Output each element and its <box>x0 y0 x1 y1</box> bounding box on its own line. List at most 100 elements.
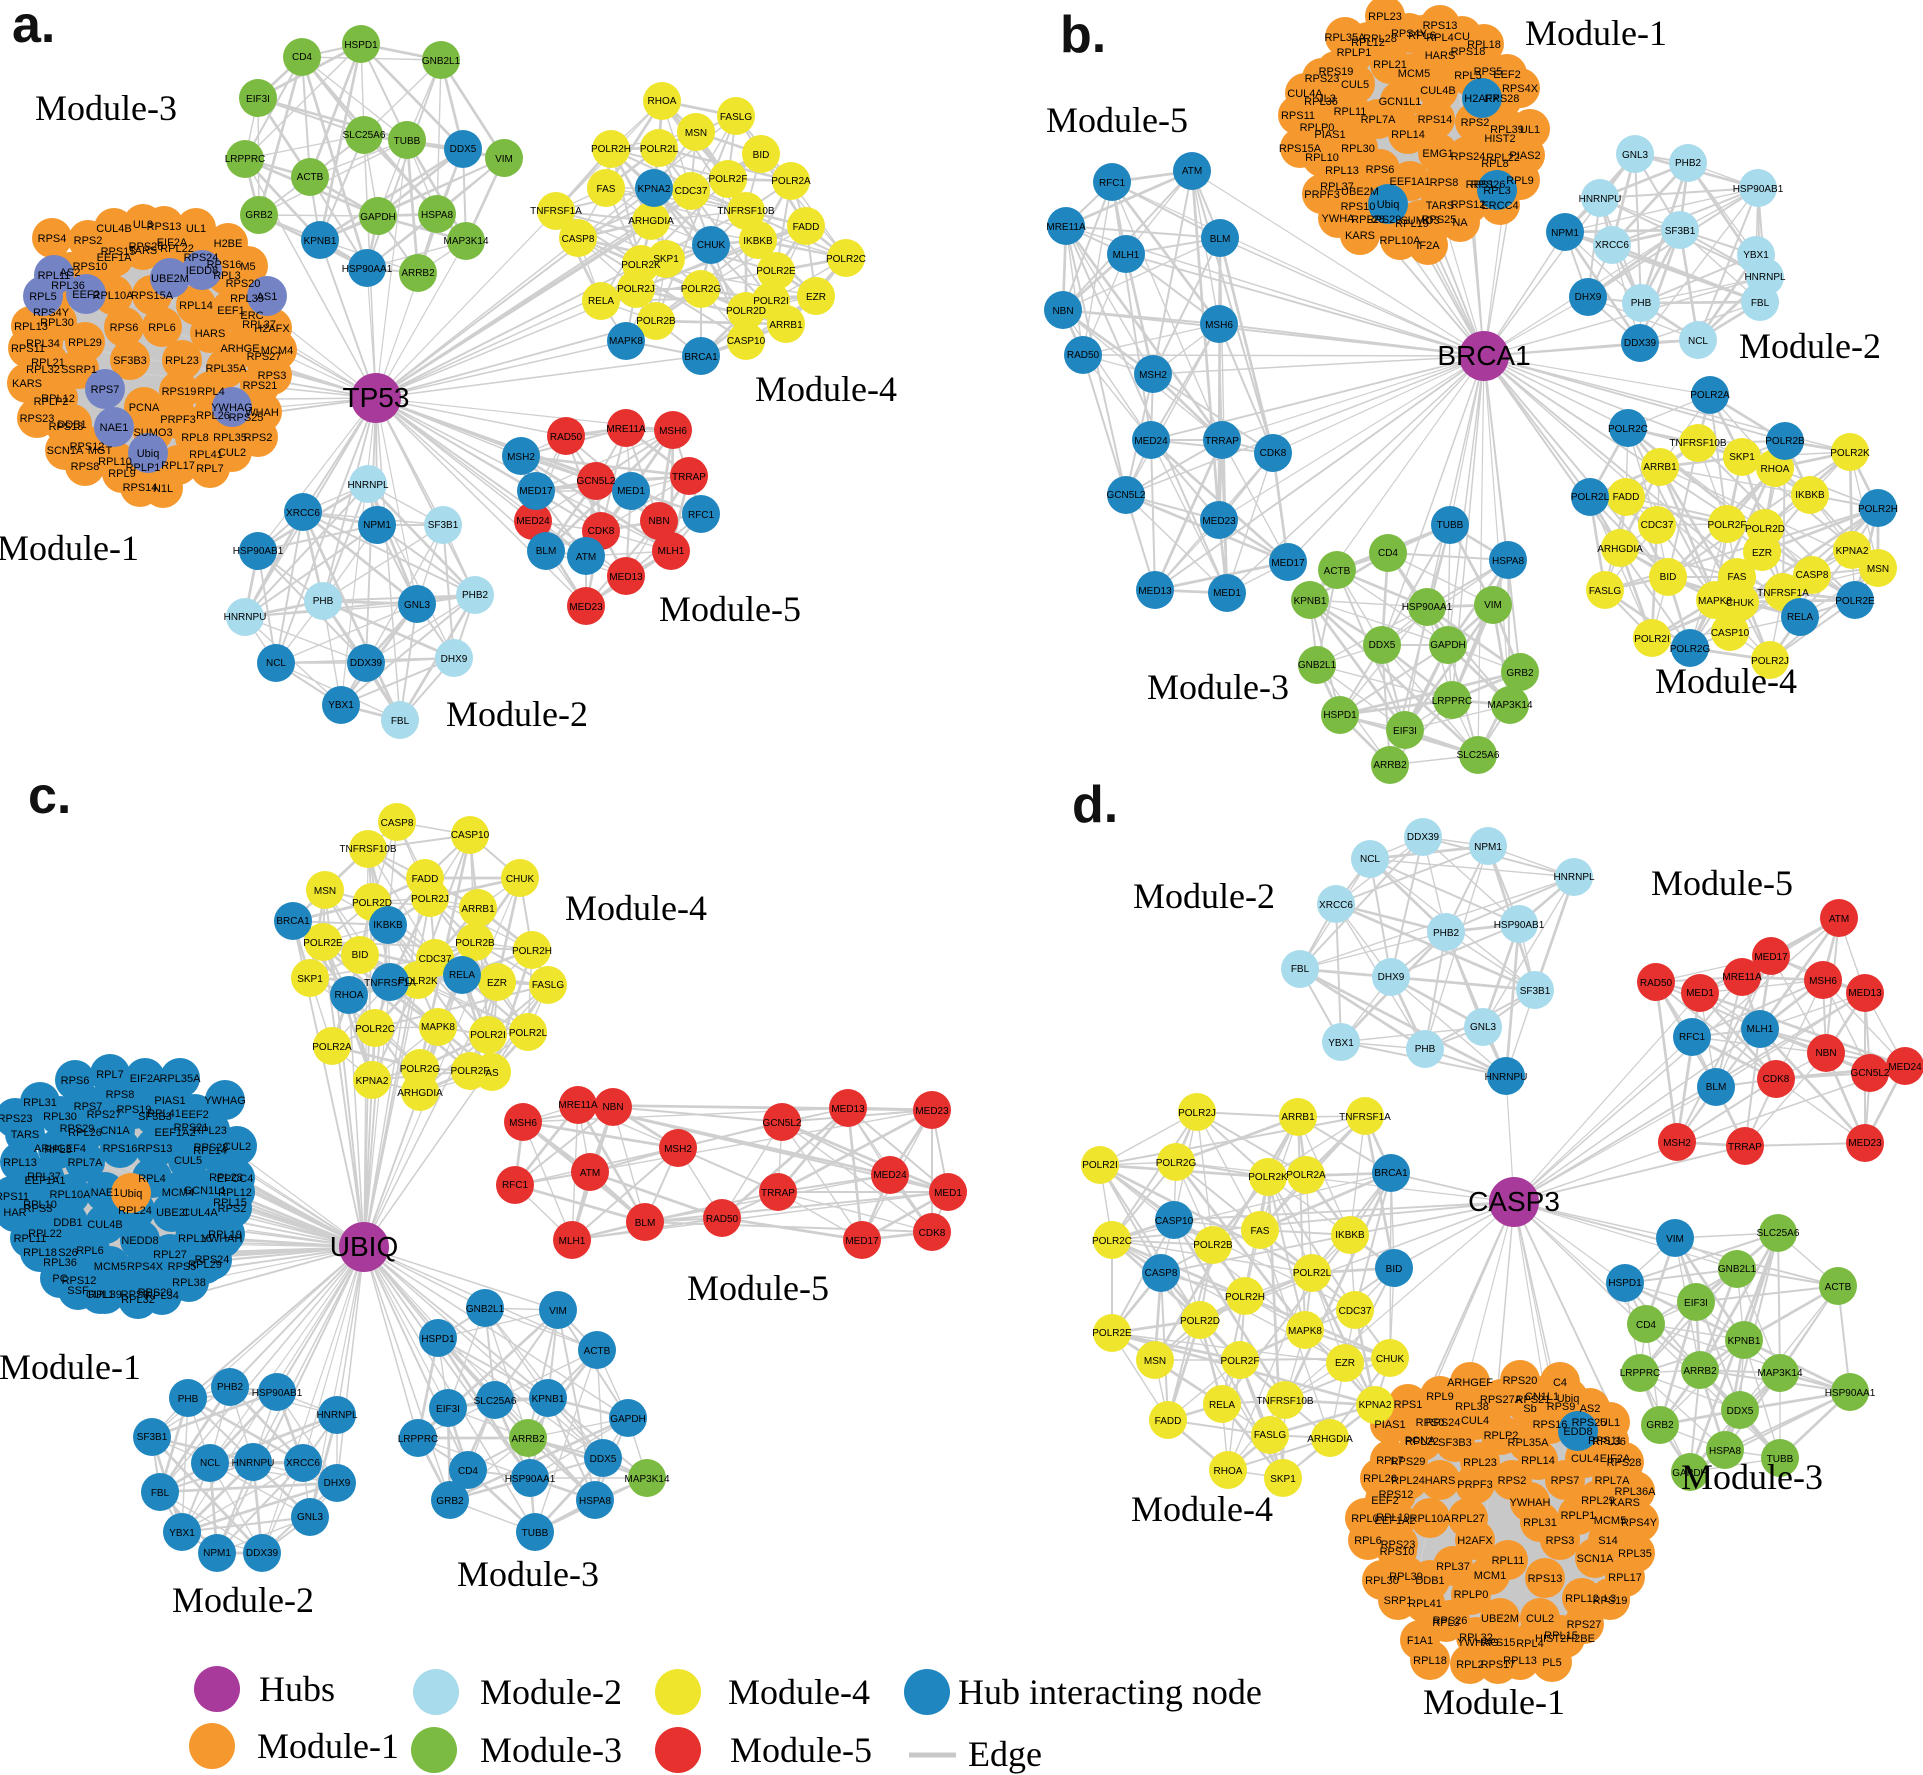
svg-text:RPL5: RPL5 <box>29 291 57 303</box>
svg-text:RPS24: RPS24 <box>184 252 219 264</box>
svg-text:GNB2L1: GNB2L1 <box>466 1304 505 1315</box>
svg-text:RPS19: RPS19 <box>1593 1595 1628 1607</box>
svg-text:TUBB: TUBB <box>1437 520 1464 531</box>
svg-text:CU: CU <box>1454 31 1470 43</box>
svg-text:CUL2: CUL2 <box>223 1141 251 1153</box>
svg-text:MSH2: MSH2 <box>664 1144 692 1155</box>
svg-text:POLR2F: POLR2F <box>1708 520 1747 531</box>
svg-text:CDK8: CDK8 <box>1763 1074 1790 1085</box>
svg-text:CASP10: CASP10 <box>727 336 766 347</box>
svg-text:Module-2: Module-2 <box>446 694 588 734</box>
svg-text:HSP90AA1: HSP90AA1 <box>1825 1388 1876 1399</box>
svg-text:DDX39: DDX39 <box>1624 338 1657 349</box>
svg-text:RPL15: RPL15 <box>213 1197 247 1209</box>
svg-text:FADD: FADD <box>1155 1416 1182 1427</box>
svg-text:DDX39: DDX39 <box>1407 832 1440 843</box>
svg-text:HNRNPL: HNRNPL <box>316 1410 358 1421</box>
svg-text:ARRB2: ARRB2 <box>511 1434 545 1445</box>
svg-text:IKBKB: IKBKB <box>743 236 773 247</box>
svg-text:RPS25: RPS25 <box>229 412 264 424</box>
svg-text:HSP90AB1: HSP90AB1 <box>233 546 284 557</box>
svg-text:RPL26: RPL26 <box>196 410 230 422</box>
svg-text:RPS3: RPS3 <box>1546 1535 1575 1547</box>
svg-text:RPS4X: RPS4X <box>127 1261 164 1273</box>
svg-text:RPS28: RPS28 <box>1485 93 1520 105</box>
svg-text:SF3B1: SF3B1 <box>1520 986 1551 997</box>
svg-text:CHUK: CHUK <box>697 240 726 251</box>
svg-text:ERC: ERC <box>240 310 263 322</box>
svg-text:RPL28: RPL28 <box>1351 214 1385 226</box>
svg-text:RPS29: RPS29 <box>1391 1456 1426 1468</box>
svg-text:MSH6: MSH6 <box>509 1118 537 1129</box>
svg-text:SCN1A: SCN1A <box>1577 1553 1614 1565</box>
svg-text:RPL6: RPL6 <box>1408 30 1436 42</box>
svg-text:POLR2F: POLR2F <box>451 1066 490 1077</box>
svg-text:PHB2: PHB2 <box>217 1382 244 1393</box>
svg-text:RPL0: RPL0 <box>1351 1513 1379 1525</box>
svg-text:DHX9: DHX9 <box>324 1478 351 1489</box>
svg-text:HSPD1: HSPD1 <box>1323 710 1357 721</box>
svg-text:RPL9: RPL9 <box>1506 175 1534 187</box>
svg-text:EEF1: EEF1 <box>217 305 245 317</box>
svg-text:RPL3: RPL3 <box>213 270 241 282</box>
svg-text:POLR2G: POLR2G <box>1156 1158 1197 1169</box>
svg-text:HSPD1: HSPD1 <box>1608 1278 1642 1289</box>
svg-text:RPL37: RPL37 <box>27 1171 61 1183</box>
svg-text:RPLP1: RPLP1 <box>1337 47 1372 59</box>
svg-text:RPL10A: RPL10A <box>93 290 135 302</box>
svg-text:UL1: UL1 <box>1520 124 1540 136</box>
svg-text:RPS26: RPS26 <box>1471 179 1506 191</box>
svg-text:POLR2L: POLR2L <box>640 144 679 155</box>
svg-text:BRCA1: BRCA1 <box>276 916 310 927</box>
svg-text:BLM: BLM <box>1706 1082 1727 1093</box>
svg-text:d.: d. <box>1072 776 1118 834</box>
svg-text:MSN: MSN <box>314 886 336 897</box>
svg-text:RPL11: RPL11 <box>1334 106 1367 118</box>
svg-text:RPL3: RPL3 <box>1432 1617 1460 1629</box>
svg-text:ARHGE: ARHGE <box>220 343 259 355</box>
svg-text:RPS13: RPS13 <box>147 221 182 233</box>
svg-text:GCN5L2: GCN5L2 <box>1107 490 1146 501</box>
svg-text:RPL32: RPL32 <box>26 364 60 376</box>
svg-text:NCL: NCL <box>266 658 286 669</box>
svg-text:RPS24: RPS24 <box>195 1254 230 1266</box>
svg-text:MAP3K14: MAP3K14 <box>443 236 488 247</box>
svg-text:CHUK: CHUK <box>506 874 535 885</box>
svg-text:ARRB1: ARRB1 <box>1281 1112 1315 1123</box>
svg-text:FAS: FAS <box>1251 1226 1270 1237</box>
svg-text:MED24: MED24 <box>873 1170 907 1181</box>
svg-text:MAPK8: MAPK8 <box>1288 1326 1322 1337</box>
svg-text:RPS7: RPS7 <box>1551 1475 1580 1487</box>
svg-text:Module-2: Module-2 <box>1739 326 1881 366</box>
svg-text:Module-1: Module-1 <box>0 528 139 568</box>
svg-text:BID: BID <box>753 150 770 161</box>
svg-text:PHB: PHB <box>178 1394 199 1405</box>
svg-text:EMG1: EMG1 <box>1422 148 1453 160</box>
svg-text:C4: C4 <box>1553 1377 1567 1389</box>
svg-text:POLR2I: POLR2I <box>1082 1160 1118 1171</box>
svg-text:RPS9: RPS9 <box>1547 1401 1576 1413</box>
svg-text:TUBB: TUBB <box>1767 1454 1794 1465</box>
svg-text:GRB2: GRB2 <box>1506 668 1534 679</box>
svg-text:MRE11A: MRE11A <box>1046 222 1086 233</box>
svg-text:RPS23: RPS23 <box>1381 1539 1416 1551</box>
svg-text:EEF2: EEF2 <box>72 289 100 301</box>
svg-text:UL1: UL1 <box>186 223 206 235</box>
svg-text:PCNA: PCNA <box>1405 1435 1436 1447</box>
svg-text:CD4: CD4 <box>292 52 312 63</box>
svg-text:PHB: PHB <box>1631 298 1652 309</box>
svg-text:RPL38: RPL38 <box>172 1277 206 1289</box>
svg-text:POLR2J: POLR2J <box>411 894 449 905</box>
svg-text:RPS3: RPS3 <box>24 1203 53 1215</box>
svg-text:BLM: BLM <box>536 546 557 557</box>
svg-text:Hub interacting node: Hub interacting node <box>958 1672 1262 1712</box>
svg-text:HNRNPL: HNRNPL <box>347 480 389 491</box>
svg-text:PHB: PHB <box>313 596 334 607</box>
svg-text:RPS2: RPS2 <box>1498 1475 1527 1487</box>
svg-text:HAR: HAR <box>3 1207 26 1219</box>
svg-text:CUL2: CUL2 <box>218 447 246 459</box>
svg-text:CASP3: CASP3 <box>1468 1186 1560 1217</box>
svg-text:POLR2A: POLR2A <box>771 176 811 187</box>
svg-text:Edge: Edge <box>968 1734 1042 1774</box>
svg-text:RPS2: RPS2 <box>244 432 273 444</box>
